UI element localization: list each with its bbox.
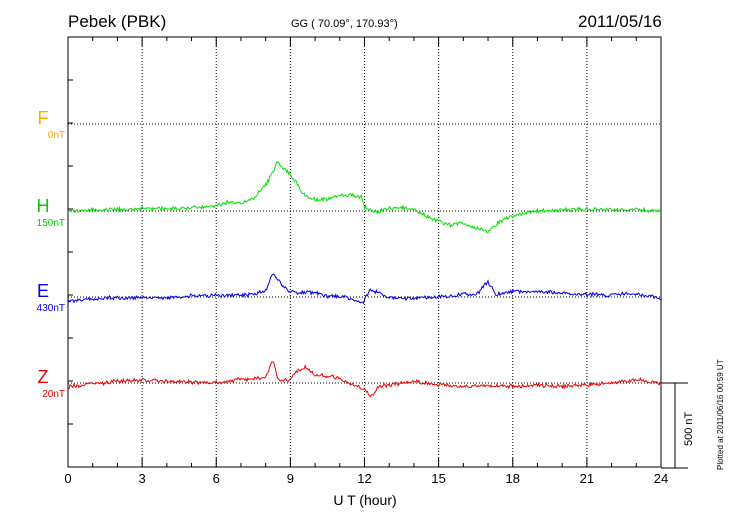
x-tick-label-9: 9: [287, 471, 294, 486]
trace-z: [67, 361, 662, 398]
station-coordinates: GG ( 70.09°, 170.93°): [291, 18, 398, 30]
x-tick-label-6: 6: [213, 471, 220, 486]
plot-date: 2011/05/16: [578, 12, 662, 31]
component-label-h: H 150nT: [13, 196, 73, 229]
component-f-letter: F: [37, 108, 49, 128]
x-tick-label-24: 24: [654, 471, 668, 486]
component-e-baseline: 430nT: [36, 303, 65, 314]
plot-frame: [67, 36, 662, 468]
x-tick-label-18: 18: [506, 471, 520, 486]
axis-ticks: [67, 37, 662, 467]
component-z-baseline: 20nT: [42, 389, 65, 400]
component-label-e: E 430nT: [13, 281, 73, 314]
x-tick-label-12: 12: [357, 471, 371, 486]
component-label-z: Z 20nT: [13, 367, 73, 400]
component-e-letter: E: [36, 281, 49, 301]
scale-bar: [661, 382, 688, 469]
grid-lines: [68, 37, 661, 467]
component-z-letter: Z: [37, 367, 49, 387]
x-tick-labels: 0 3 6 9 12 15 18 21 24: [64, 471, 668, 486]
plotted-timestamp: Plotted at 2011/06/16 00:59 UT: [716, 359, 725, 470]
component-h-baseline: 150nT: [36, 218, 65, 229]
component-h-letter: H: [36, 196, 50, 216]
x-axis-label: U T (hour): [333, 492, 397, 508]
scale-bar-label: 500 nT: [683, 411, 695, 446]
component-f-baseline: 0nT: [47, 130, 65, 141]
x-tick-label-0: 0: [64, 471, 71, 486]
x-tick-label-3: 3: [139, 471, 146, 486]
x-tick-label-21: 21: [580, 471, 594, 486]
trace-h: [67, 161, 662, 234]
trace-e: [67, 273, 662, 305]
x-tick-label-15: 15: [431, 471, 445, 486]
component-label-f: F 0nT: [13, 108, 73, 141]
traces: [67, 161, 662, 398]
station-title: Pebek (PBK): [68, 12, 167, 31]
